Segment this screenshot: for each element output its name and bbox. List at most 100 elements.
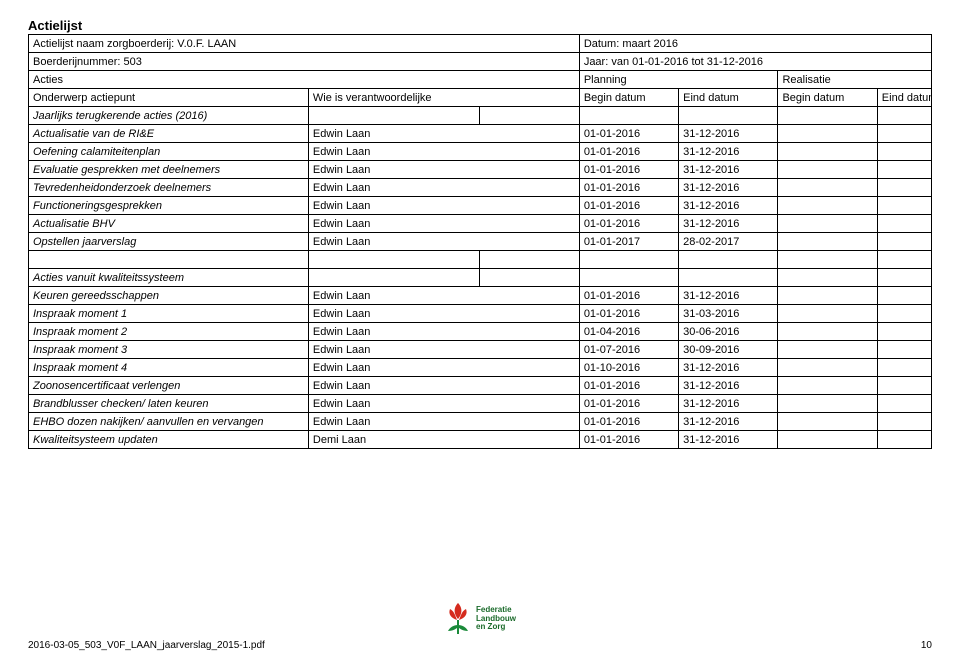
table-cell	[877, 143, 931, 161]
table-cell: 01-01-2017	[579, 233, 678, 251]
table-cell	[308, 251, 480, 269]
table-cell: Datum: maart 2016	[579, 35, 931, 53]
table-cell	[877, 107, 931, 125]
table-cell	[308, 107, 480, 125]
table-row: Onderwerp actiepuntWie is verantwoordeli…	[29, 89, 932, 107]
table-row: Actualisatie van de RI&EEdwin Laan01-01-…	[29, 125, 932, 143]
table-cell: 31-03-2016	[679, 305, 778, 323]
table-cell: Edwin Laan	[308, 341, 579, 359]
table-cell	[877, 377, 931, 395]
table-cell: Edwin Laan	[308, 359, 579, 377]
table-row: Boerderijnummer: 503Jaar: van 01-01-2016…	[29, 53, 932, 71]
table-cell	[778, 125, 877, 143]
footer-logo: FederatieLandbouwen Zorg	[444, 601, 516, 637]
table-row: Brandblusser checken/ laten keurenEdwin …	[29, 395, 932, 413]
table-row: Opstellen jaarverslagEdwin Laan01-01-201…	[29, 233, 932, 251]
table-cell	[877, 305, 931, 323]
table-cell: 31-12-2016	[679, 161, 778, 179]
table-cell: Oefening calamiteitenplan	[29, 143, 309, 161]
table-cell: EHBO dozen nakijken/ aanvullen en vervan…	[29, 413, 309, 431]
table-cell: 31-12-2016	[679, 395, 778, 413]
table-cell: Acties vanuit kwaliteitssysteem	[29, 269, 309, 287]
table-cell	[778, 215, 877, 233]
table-cell: Inspraak moment 3	[29, 341, 309, 359]
table-cell: 01-07-2016	[579, 341, 678, 359]
table-row: Inspraak moment 3Edwin Laan01-07-201630-…	[29, 341, 932, 359]
table-cell: 31-12-2016	[679, 359, 778, 377]
table-row: Zoonosencertificaat verlengenEdwin Laan0…	[29, 377, 932, 395]
table-cell: 01-10-2016	[579, 359, 678, 377]
table-cell: Inspraak moment 4	[29, 359, 309, 377]
table-cell	[29, 251, 309, 269]
table-cell	[778, 431, 877, 449]
table-cell: 01-01-2016	[579, 143, 678, 161]
table-cell: Realisatie	[778, 71, 932, 89]
table-cell: 01-01-2016	[579, 395, 678, 413]
table-cell: 01-01-2016	[579, 431, 678, 449]
table-cell: Acties	[29, 71, 580, 89]
table-cell: 30-06-2016	[679, 323, 778, 341]
table-cell	[778, 377, 877, 395]
table-cell	[877, 341, 931, 359]
table-cell	[778, 251, 877, 269]
table-cell	[778, 395, 877, 413]
table-cell: Edwin Laan	[308, 413, 579, 431]
table-cell	[579, 251, 678, 269]
table-cell: 31-12-2016	[679, 179, 778, 197]
table-cell	[480, 269, 579, 287]
table-cell: Demi Laan	[308, 431, 579, 449]
table-cell: Jaarlijks terugkerende acties (2016)	[29, 107, 309, 125]
table-cell: Wie is verantwoordelijke	[308, 89, 579, 107]
table-cell: 01-01-2016	[579, 287, 678, 305]
table-cell: 31-12-2016	[679, 413, 778, 431]
table-cell: 01-01-2016	[579, 305, 678, 323]
logo-text: FederatieLandbouwen Zorg	[476, 606, 516, 631]
table-cell	[778, 179, 877, 197]
table-cell: Edwin Laan	[308, 143, 579, 161]
table-cell	[877, 251, 931, 269]
table-cell	[579, 269, 678, 287]
table-row: Evaluatie gesprekken met deelnemersEdwin…	[29, 161, 932, 179]
table-cell	[778, 143, 877, 161]
table-cell	[679, 269, 778, 287]
page-number: 10	[921, 640, 932, 651]
table-cell: Begin datum	[778, 89, 877, 107]
table-row: Jaarlijks terugkerende acties (2016)	[29, 107, 932, 125]
table-cell	[778, 413, 877, 431]
table-cell: 31-12-2016	[679, 125, 778, 143]
table-cell	[778, 107, 877, 125]
table-cell: Evaluatie gesprekken met deelnemers	[29, 161, 309, 179]
table-cell: Edwin Laan	[308, 233, 579, 251]
table-cell	[778, 341, 877, 359]
table-cell: Edwin Laan	[308, 215, 579, 233]
table-row: FunctioneringsgesprekkenEdwin Laan01-01-…	[29, 197, 932, 215]
table-row: Keuren gereedsschappenEdwin Laan01-01-20…	[29, 287, 932, 305]
table-cell: 01-01-2016	[579, 197, 678, 215]
page-footer: 2016-03-05_503_V0F_LAAN_jaarverslag_2015…	[28, 640, 932, 651]
table-cell	[877, 413, 931, 431]
table-cell	[877, 179, 931, 197]
table-cell: Tevredenheidonderzoek deelnemers	[29, 179, 309, 197]
table-cell: Eind datum	[877, 89, 931, 107]
table-cell: 31-12-2016	[679, 197, 778, 215]
table-row: Inspraak moment 1Edwin Laan01-01-201631-…	[29, 305, 932, 323]
table-cell	[877, 395, 931, 413]
table-cell	[480, 107, 579, 125]
table-cell: Actielijst naam zorgboerderij: V.0.F. LA…	[29, 35, 580, 53]
table-cell: Kwaliteitsysteem updaten	[29, 431, 309, 449]
table-cell	[877, 269, 931, 287]
table-cell: Edwin Laan	[308, 395, 579, 413]
table-cell: 01-01-2016	[579, 215, 678, 233]
table-cell: Boerderijnummer: 503	[29, 53, 580, 71]
table-cell: 28-02-2017	[679, 233, 778, 251]
table-cell: 01-01-2016	[579, 179, 678, 197]
table-cell: Edwin Laan	[308, 125, 579, 143]
table-cell: Actualisatie BHV	[29, 215, 309, 233]
table-cell	[877, 233, 931, 251]
table-cell: Planning	[579, 71, 778, 89]
table-cell	[778, 359, 877, 377]
table-cell	[308, 269, 480, 287]
table-cell: 31-12-2016	[679, 143, 778, 161]
table-cell: Zoonosencertificaat verlengen	[29, 377, 309, 395]
table-cell	[778, 161, 877, 179]
